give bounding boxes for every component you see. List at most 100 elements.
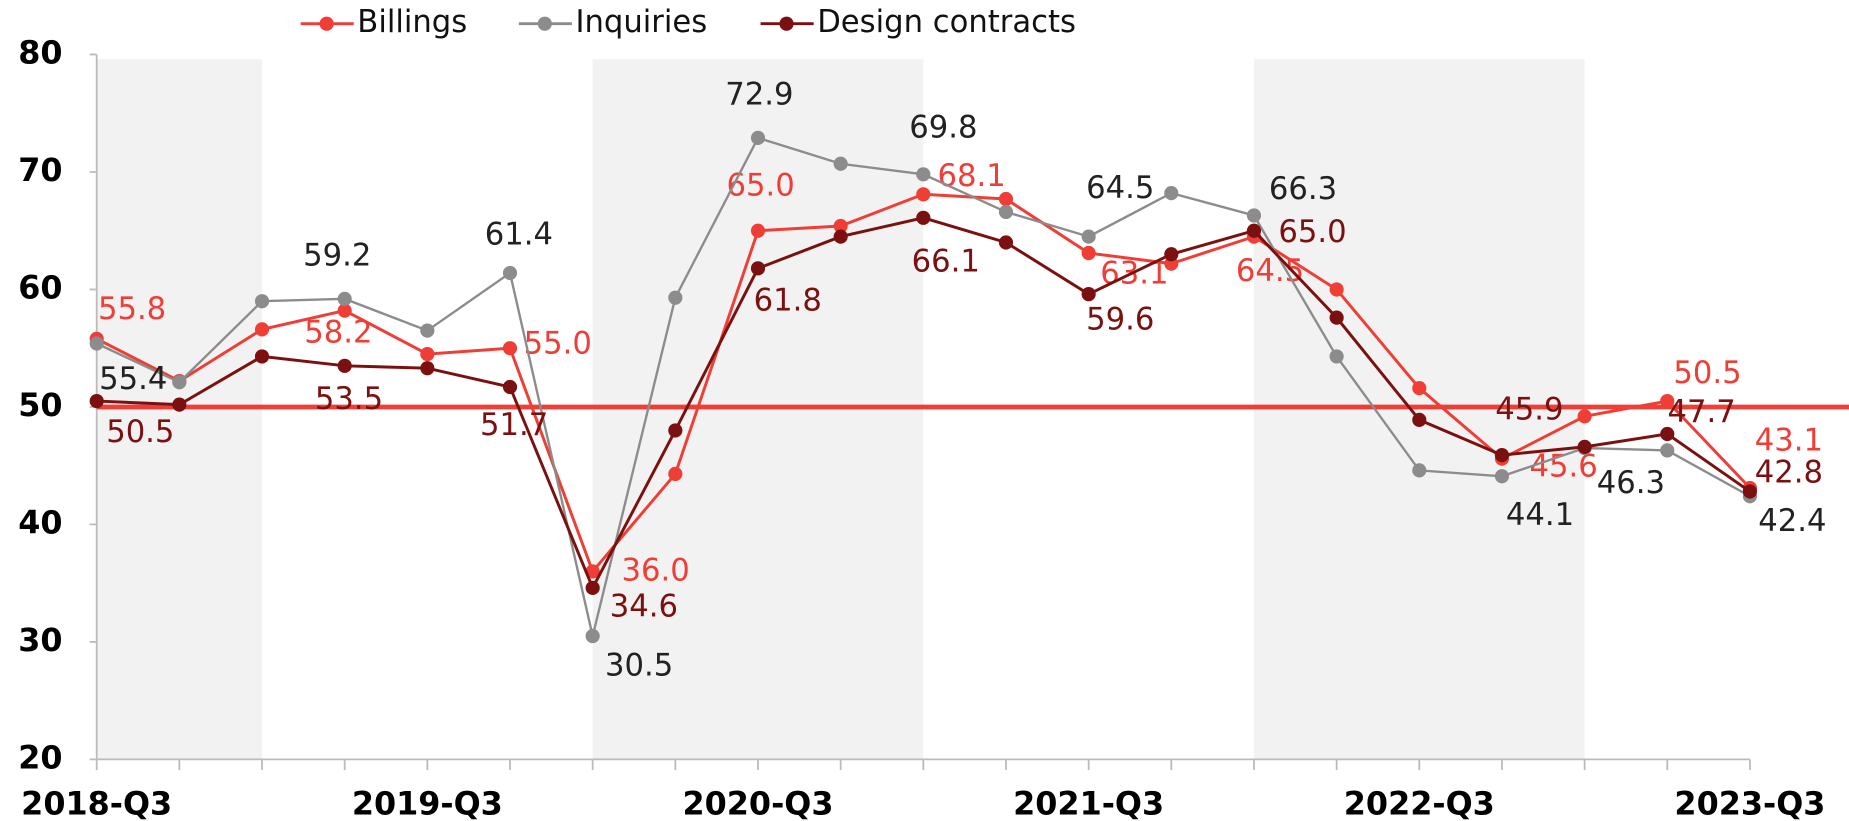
- data-point: [916, 187, 931, 202]
- y-tick-label: 60: [18, 268, 62, 306]
- data-point: [916, 167, 931, 182]
- data-point: [337, 358, 352, 373]
- data-point: [1660, 443, 1675, 458]
- data-point: [1329, 310, 1344, 325]
- data-label: 50.5: [1673, 355, 1741, 391]
- data-point: [172, 397, 187, 412]
- data-point: [668, 423, 683, 438]
- data-label: 55.8: [98, 291, 166, 327]
- data-point: [254, 322, 270, 337]
- data-label: 65.0: [726, 168, 794, 204]
- data-point: [502, 265, 518, 281]
- data-point: [89, 393, 104, 409]
- data-point: [1412, 381, 1427, 396]
- data-label: 30.5: [605, 647, 673, 683]
- data-point: [668, 466, 683, 482]
- data-label: 55.4: [99, 361, 167, 397]
- data-point: [998, 235, 1014, 250]
- data-point: [1164, 186, 1179, 201]
- data-point: [585, 628, 600, 644]
- data-point: [1412, 412, 1427, 427]
- data-point: [1660, 393, 1675, 409]
- data-point: [1412, 463, 1427, 478]
- data-point: [1164, 247, 1179, 262]
- data-point: [1246, 208, 1262, 223]
- data-label: 47.7: [1667, 394, 1735, 430]
- data-point: [420, 346, 435, 362]
- data-point: [1081, 229, 1096, 244]
- data-point: [1494, 469, 1510, 484]
- y-tick-label: 40: [18, 503, 62, 541]
- data-point: [916, 210, 931, 225]
- data-point: [1742, 484, 1758, 499]
- data-point: [337, 291, 352, 306]
- data-point: [1081, 245, 1096, 261]
- data-label: 66.1: [912, 243, 980, 279]
- legend-marker: [779, 16, 794, 31]
- data-point: [1081, 287, 1096, 302]
- y-tick-label: 30: [18, 621, 62, 659]
- y-tick-label: 80: [18, 33, 62, 71]
- data-point: [502, 341, 518, 356]
- data-label: 64.5: [1086, 170, 1154, 206]
- data-label: 42.4: [1758, 503, 1826, 539]
- legend-label: Design contracts: [817, 4, 1076, 40]
- data-point: [750, 130, 766, 146]
- x-tick-label: 2022-Q3: [1344, 785, 1495, 821]
- legend-label: Inquiries: [575, 4, 707, 40]
- data-point: [833, 229, 848, 244]
- data-point: [1577, 439, 1592, 454]
- data-label: 53.5: [315, 381, 383, 417]
- data-point: [668, 290, 683, 305]
- data-label: 55.0: [524, 325, 592, 361]
- data-label: 43.1: [1755, 422, 1823, 458]
- data-label: 61.4: [485, 216, 553, 252]
- data-point: [1494, 448, 1510, 463]
- data-label: 46.3: [1597, 465, 1665, 501]
- data-label: 34.6: [610, 588, 678, 624]
- data-label: 36.0: [622, 553, 690, 589]
- data-label: 61.8: [754, 283, 822, 319]
- y-tick-label: 50: [18, 386, 62, 424]
- data-label: 72.9: [725, 76, 793, 112]
- data-label: 58.2: [304, 315, 372, 351]
- data-point: [1577, 409, 1592, 424]
- data-label: 42.8: [1755, 454, 1823, 490]
- legend-marker: [319, 16, 334, 31]
- data-label: 68.1: [938, 158, 1006, 194]
- data-label: 65.0: [1278, 214, 1346, 250]
- y-tick-label: 20: [18, 738, 62, 776]
- data-label: 59.6: [1086, 302, 1154, 338]
- data-point: [1660, 426, 1675, 442]
- data-point: [254, 349, 270, 364]
- data-point: [420, 323, 435, 338]
- data-label: 59.2: [303, 238, 371, 274]
- data-point: [833, 218, 848, 234]
- legend-marker: [537, 16, 552, 31]
- data-label: 45.9: [1495, 392, 1563, 428]
- data-point: [585, 564, 600, 579]
- data-point: [337, 303, 352, 318]
- data-point: [502, 379, 518, 395]
- x-tick-label: 2019-Q3: [352, 785, 503, 821]
- data-point: [750, 261, 766, 276]
- x-tick-label: 2018-Q3: [21, 785, 172, 821]
- data-label: 69.8: [909, 110, 977, 146]
- data-point: [89, 336, 104, 351]
- data-label: 44.1: [1506, 497, 1574, 533]
- data-point: [420, 361, 435, 376]
- data-point: [998, 204, 1014, 220]
- data-point: [254, 294, 270, 309]
- x-tick-label: 2020-Q3: [682, 785, 833, 821]
- data-point: [833, 156, 848, 171]
- x-tick-label: 2021-Q3: [1013, 785, 1164, 821]
- data-point: [750, 223, 766, 238]
- data-point: [1329, 349, 1344, 364]
- data-point: [998, 191, 1014, 207]
- data-point: [172, 375, 187, 390]
- x-tick-label: 2023-Q3: [1674, 785, 1825, 821]
- y-tick-label: 70: [18, 151, 62, 189]
- data-label: 51.7: [480, 407, 548, 443]
- data-label: 50.5: [106, 414, 174, 450]
